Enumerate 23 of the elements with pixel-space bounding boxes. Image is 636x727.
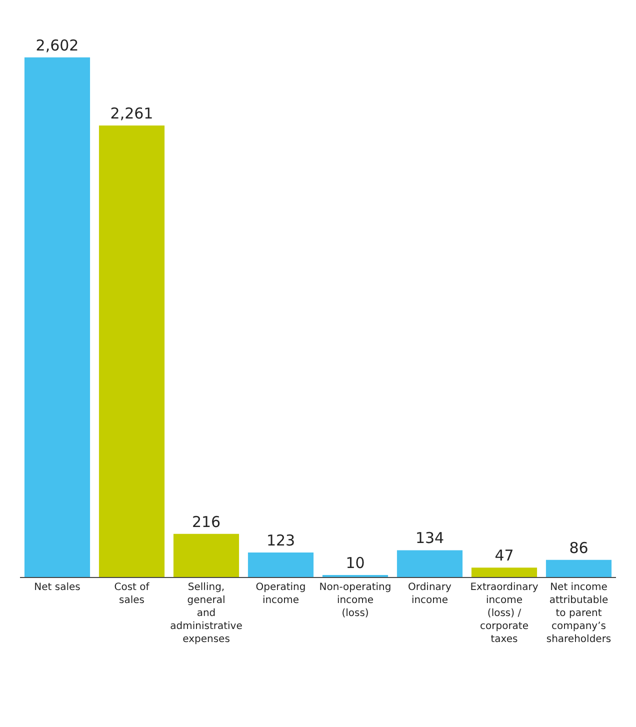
bar xyxy=(248,552,314,577)
x-tick-label: Cost of sales xyxy=(114,582,150,606)
data-label: 10 xyxy=(346,554,365,572)
bar xyxy=(98,125,165,577)
x-tick-label: Net sales xyxy=(34,582,80,593)
x-tick-label: Net income attributable to parent company’s shareholders xyxy=(546,582,612,645)
bar xyxy=(396,550,463,577)
x-tick-label: Ordinary income xyxy=(408,582,452,606)
bar xyxy=(546,560,612,577)
x-tick-label: Non-operating income (loss) xyxy=(319,582,392,619)
bar xyxy=(173,534,240,577)
bar xyxy=(471,568,538,577)
data-label: 2,602 xyxy=(36,36,79,54)
data-label: 2,261 xyxy=(110,104,154,122)
data-label: 86 xyxy=(569,538,588,557)
data-label: 216 xyxy=(192,512,221,531)
data-label: 47 xyxy=(494,546,514,565)
bar xyxy=(24,57,90,577)
x-tick-label: Extraordinary income (loss) / corporate taxes xyxy=(470,582,538,645)
x-tick-label: Operating income xyxy=(256,582,306,606)
data-label: 123 xyxy=(266,531,296,550)
x-tick-label: Selling, general and administrative expenses xyxy=(170,582,242,645)
data-label: 134 xyxy=(415,529,444,548)
